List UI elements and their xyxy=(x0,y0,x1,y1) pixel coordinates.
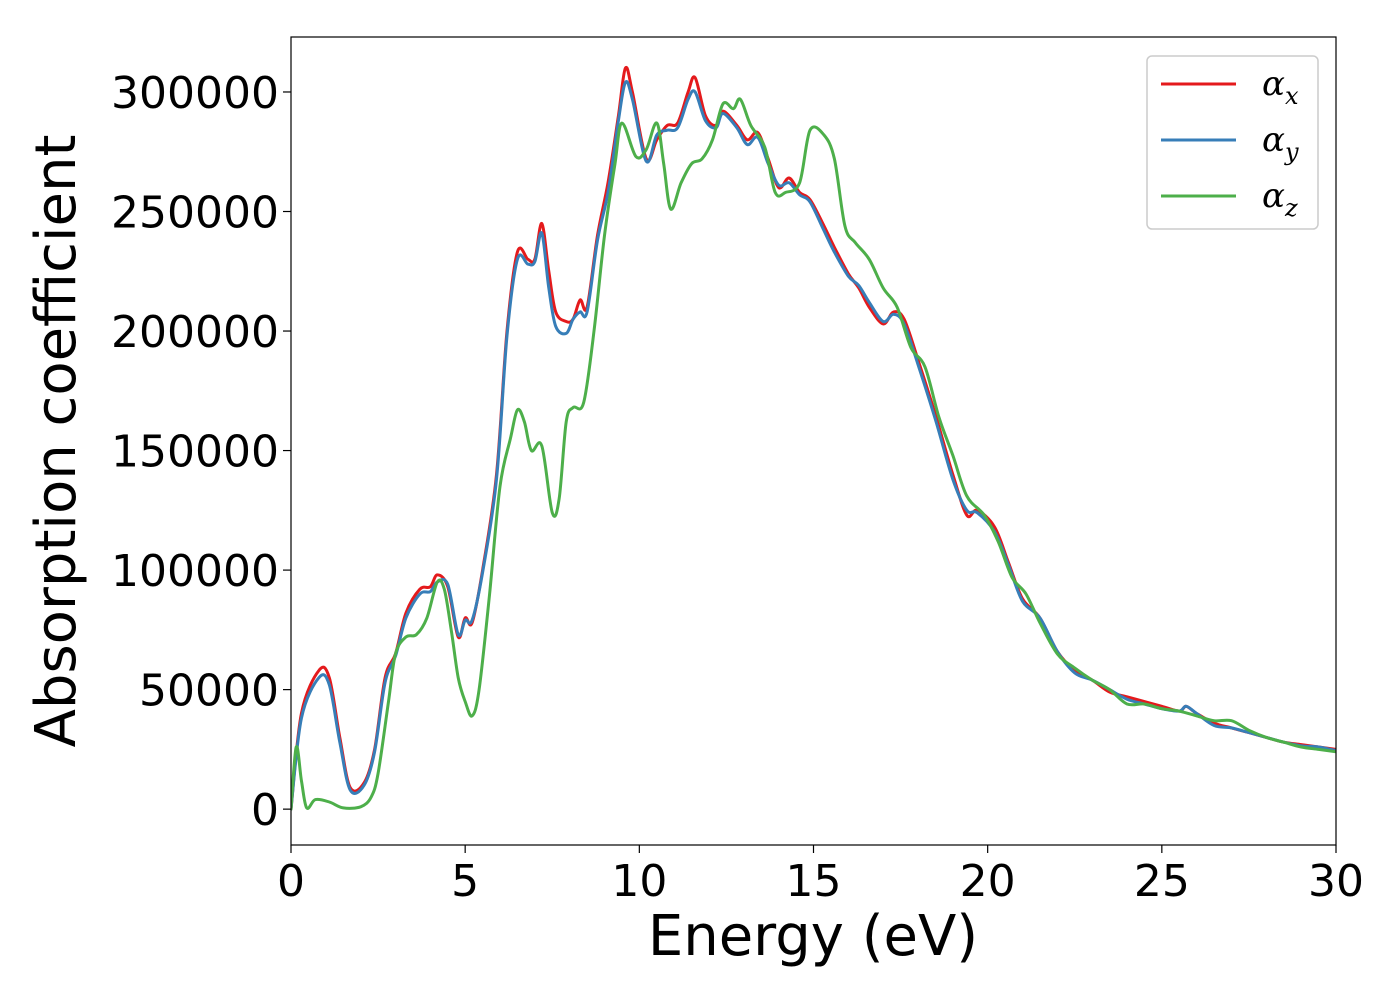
x-tick-label: 25 xyxy=(1134,856,1190,907)
legend-label-x: αx xyxy=(1262,64,1299,110)
y-tick-label: 0 xyxy=(251,785,279,836)
x-tick-label: 15 xyxy=(786,856,842,907)
y-tick-label: 150000 xyxy=(111,427,279,478)
x-tick-label: 30 xyxy=(1308,856,1364,907)
legend-label-y: αy xyxy=(1262,120,1299,166)
x-axis: 0 5 10 15 20 25 30 xyxy=(277,845,1364,907)
y-tick-label: 100000 xyxy=(111,546,279,597)
series-line-z xyxy=(291,97,1336,811)
series-layer xyxy=(291,65,1336,811)
y-tick-label: 300000 xyxy=(111,68,279,119)
legend-box xyxy=(1146,55,1319,230)
x-tick-label: 5 xyxy=(451,856,479,907)
legend-label-z: αz xyxy=(1262,176,1298,222)
y-tick-label: 200000 xyxy=(111,307,279,358)
x-axis-label: Energy (eV) xyxy=(648,904,978,969)
y-axis-label: Absorption coefficient xyxy=(24,135,89,748)
y-tick-label: 250000 xyxy=(111,188,279,239)
x-tick-label: 10 xyxy=(611,856,667,907)
y-axis: 0 50000 100000 150000 200000 250000 300000 xyxy=(111,68,291,836)
y-tick-label: 50000 xyxy=(139,666,279,717)
x-tick-label: 20 xyxy=(960,856,1016,907)
legend: αx αy αz xyxy=(1146,55,1319,230)
x-tick-label: 0 xyxy=(277,856,305,907)
